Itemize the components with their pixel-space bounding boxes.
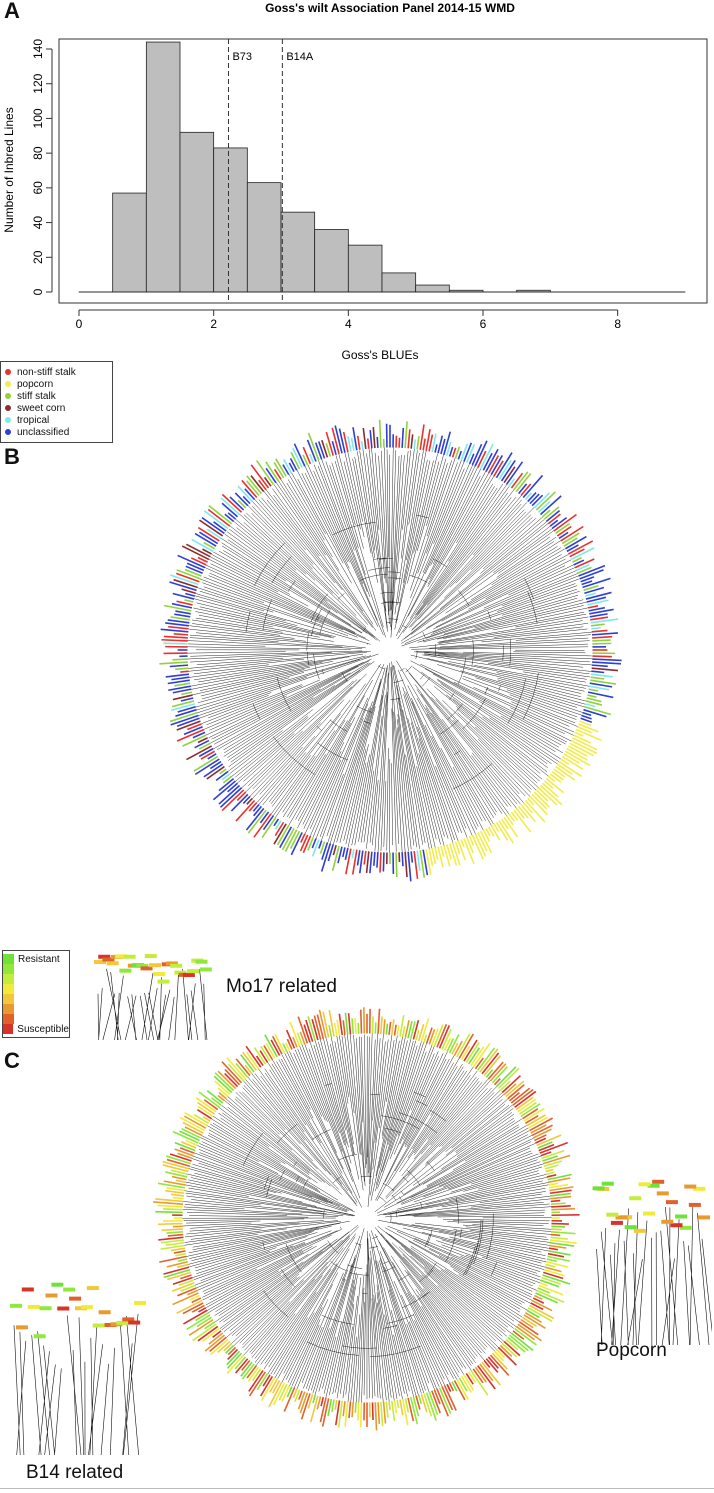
inset-tip-labels	[592, 1179, 710, 1233]
gradient-swatch	[3, 1014, 14, 1024]
y-tick-label: 60	[31, 181, 45, 195]
mo17-inset-label: Mo17 related	[226, 976, 337, 997]
y-tick-label: 140	[31, 39, 45, 59]
mo17-inset	[94, 954, 212, 1041]
b14-inset	[10, 1282, 147, 1456]
gradient-step	[3, 974, 69, 984]
category-legend: non-stiff stalk popcorn stiff stalk sweet c…	[0, 361, 113, 443]
histogram-bar	[347, 244, 383, 293]
reference-lines: B73 B14A	[227, 39, 314, 303]
popcorn-inset-label: Popcorn	[596, 1340, 667, 1361]
x-tick-label: 8	[614, 317, 621, 331]
y-tick-label: 40	[31, 216, 45, 230]
gradient-swatch	[3, 984, 14, 994]
legend-item: popcorn	[5, 378, 106, 390]
panel-letter-a: A	[4, 0, 20, 23]
histogram-bar	[314, 229, 349, 293]
inset-branches	[97, 968, 208, 1041]
histogram-chart: Goss's wilt Association Panel 2014-15 WM…	[2, 1, 708, 362]
legend-label: tropical	[17, 414, 50, 426]
legend-item: tropical	[5, 414, 106, 426]
gradient-swatch	[3, 954, 14, 964]
legend-label: sweet corn	[17, 402, 66, 414]
gradient-swatch	[3, 964, 14, 974]
inset-tip-labels	[10, 1282, 147, 1339]
bottom-rule	[0, 1488, 714, 1489]
reference-line-label: B14A	[286, 51, 314, 63]
legend-item: sweet corn	[5, 402, 106, 414]
x-tick-label: 0	[76, 317, 83, 331]
gradient-swatch	[3, 1004, 14, 1014]
legend-label: popcorn	[17, 378, 54, 390]
gradient-swatch	[3, 974, 14, 984]
x-axis: 0 2 4 6 8	[76, 309, 621, 331]
tree-tip-labels	[159, 419, 622, 882]
panel-letter-c: C	[4, 1048, 20, 1073]
tree-tip-labels	[153, 1007, 580, 1431]
reference-line-label: B73	[232, 51, 252, 63]
y-tick-label: 120	[31, 73, 45, 93]
y-axis-label: Number of Inbred Lines	[2, 107, 16, 232]
gradient-step: Susceptible	[3, 1023, 69, 1035]
gradient-swatch	[3, 1024, 14, 1034]
gradient-step	[3, 1004, 69, 1014]
legend-item: stiff stalk	[5, 390, 106, 402]
inset-tip-labels	[94, 954, 212, 984]
histogram-bars	[78, 41, 686, 293]
gradient-step	[3, 1014, 69, 1024]
y-tick-label: 0	[31, 288, 45, 295]
legend-label: stiff stalk	[17, 390, 56, 402]
histogram-bar	[179, 131, 215, 293]
histogram-bar	[381, 272, 417, 293]
tree-branches	[180, 1031, 555, 1406]
legend-color-dot	[5, 405, 11, 411]
legend-label: non-stiff stalk	[17, 366, 76, 378]
gradient-swatch	[3, 994, 14, 1004]
legend-item: non-stiff stalk	[5, 366, 106, 378]
histogram-bar	[415, 284, 450, 293]
phylogenetic-tree-categories	[159, 419, 622, 882]
legend-label: unclassified	[17, 426, 70, 438]
y-tick-label: 100	[31, 108, 45, 128]
resistant-label: Resistant	[18, 953, 60, 965]
gradient-step	[3, 994, 69, 1004]
inset-branches	[13, 1313, 139, 1456]
histogram-bar	[246, 182, 282, 293]
histogram-bar	[145, 41, 181, 293]
resistance-legend: Resistant Susceptible	[2, 950, 70, 1038]
chart-title: Goss's wilt Association Panel 2014-15 WM…	[265, 1, 515, 15]
y-tick-label: 80	[31, 146, 45, 160]
tree-branches	[184, 443, 596, 857]
histogram-bar	[213, 147, 248, 293]
susceptible-label: Susceptible	[17, 1023, 69, 1035]
x-tick-label: 2	[210, 317, 217, 331]
legend-color-dot	[5, 393, 11, 399]
y-tick-label: 20	[31, 250, 45, 264]
plot-frame	[58, 38, 708, 304]
x-tick-label: 6	[480, 317, 487, 331]
phylogenetic-tree-resistance	[153, 1007, 580, 1431]
histogram-bar	[280, 211, 316, 293]
legend-color-dot	[5, 381, 11, 387]
x-tick-label: 4	[345, 317, 352, 331]
x-axis-label: Goss's BLUEs	[342, 348, 419, 362]
b14-inset-label: B14 related	[26, 1462, 124, 1483]
legend-color-dot	[5, 417, 11, 423]
y-axis: 0 20 40 60 80 100 120 140	[31, 39, 53, 295]
popcorn-inset	[592, 1179, 712, 1346]
gradient-step	[3, 964, 69, 974]
panel-letter-b: B	[4, 444, 20, 469]
gradient-step	[3, 984, 69, 994]
histogram-bar	[112, 192, 147, 293]
legend-color-dot	[5, 429, 11, 435]
legend-item: unclassified	[5, 426, 106, 438]
legend-color-dot	[5, 369, 11, 375]
gradient-step: Resistant	[3, 953, 69, 965]
inset-branches	[596, 1206, 712, 1346]
